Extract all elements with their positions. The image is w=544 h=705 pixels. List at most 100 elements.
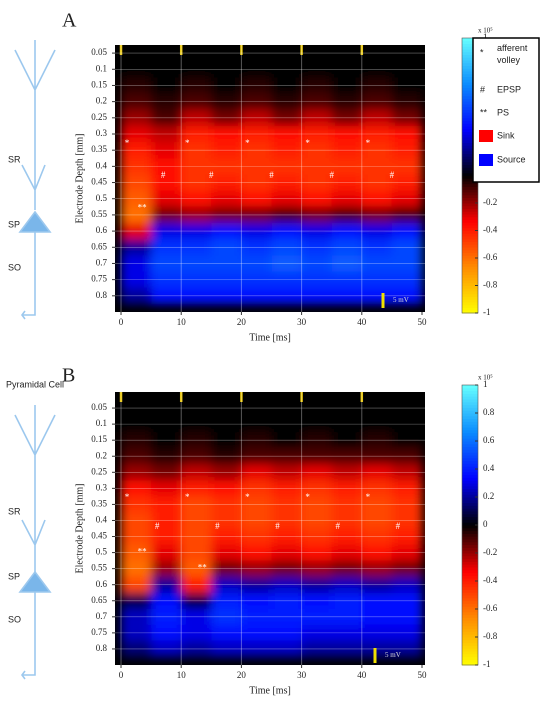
colorbar-segment <box>462 106 478 110</box>
heatmap-cell <box>331 480 363 497</box>
y-tick-label: 0.5 <box>96 547 108 557</box>
heatmap-cell <box>211 190 242 208</box>
heatmap-cell <box>331 400 363 417</box>
heatmap-cell <box>361 544 393 562</box>
annotation: * <box>185 138 190 148</box>
heatmap-cell <box>361 528 393 546</box>
colorbar-segment <box>462 516 478 520</box>
heatmap-cell <box>391 432 423 449</box>
heatmap-cell <box>181 608 212 626</box>
colorbar-segment <box>462 569 478 574</box>
colorbar-segment <box>462 589 478 593</box>
heatmap-cell <box>121 496 152 513</box>
colorbar-segment <box>462 117 478 121</box>
colorbar-segment <box>462 238 478 242</box>
heatmap-cell <box>151 93 182 111</box>
colorbar-segment <box>462 609 478 613</box>
annotation: * <box>305 138 310 148</box>
y-tick-label: 0.15 <box>91 434 107 444</box>
heatmap-cell <box>391 560 423 578</box>
heatmap-cell <box>121 592 152 610</box>
colorbar-segment <box>462 38 478 42</box>
heatmap-cell <box>301 608 333 626</box>
y-tick-label: 0.25 <box>91 466 107 476</box>
colorbar-segment <box>462 181 478 185</box>
heatmap-cell <box>181 45 212 62</box>
colorbar-segment <box>462 522 478 526</box>
heatmap-cell <box>211 576 242 594</box>
colorbar-segment <box>462 112 478 116</box>
heatmap-cell <box>361 448 393 465</box>
heatmap-cell <box>211 640 242 658</box>
heatmap-cell <box>391 464 423 481</box>
heatmap-cell <box>271 560 303 578</box>
colorbar-segment <box>462 194 478 198</box>
heatmap-cell <box>181 174 212 192</box>
y-tick-label: 0.05 <box>91 402 107 412</box>
heatmap-cell <box>271 608 303 626</box>
heatmap-cell <box>241 239 273 256</box>
colorbar-segment <box>462 553 478 557</box>
annotation: # <box>335 521 340 531</box>
legend-swatch <box>479 130 493 142</box>
heatmap-cell <box>211 61 242 78</box>
heatmap-cell <box>211 416 242 433</box>
colorbar-segment <box>462 469 478 473</box>
heatmap-cell <box>391 109 423 127</box>
colorbar-segment <box>462 648 478 652</box>
colorbar-segment <box>462 494 478 498</box>
legend-text: Source <box>497 154 526 164</box>
colorbar-segment <box>462 274 478 278</box>
heatmap-cell <box>301 592 333 610</box>
heatmap-cell <box>271 400 303 417</box>
y-axis-label: Electrode Depth [mm] <box>74 134 85 224</box>
heatmap-cell <box>181 576 212 594</box>
colorbar-tick-label: 0 <box>483 519 488 529</box>
heatmap-cell <box>271 93 303 111</box>
heatmap-cell <box>151 158 182 175</box>
heatmap-cell <box>271 624 303 642</box>
heatmap-cell <box>181 592 212 610</box>
colorbar-segment <box>462 623 478 627</box>
colorbar-segment <box>462 225 478 229</box>
colorbar-segment <box>462 252 478 256</box>
heatmap-cell <box>181 61 212 78</box>
heatmap-cell <box>121 223 152 240</box>
heatmap-cell <box>211 496 242 513</box>
heatmap-cell <box>331 125 363 143</box>
heatmap-cell <box>121 190 152 208</box>
heatmap-cell <box>151 608 182 626</box>
heatmap-cell <box>241 142 273 159</box>
heatmap-cell <box>331 206 363 224</box>
heatmap-cell <box>361 608 393 626</box>
colorbar-segment <box>462 441 478 445</box>
colorbar-segment <box>462 148 478 152</box>
heatmap-cell <box>181 512 212 529</box>
heatmap-cell <box>121 174 152 192</box>
colorbar-segment <box>462 547 478 551</box>
legend-swatch <box>479 154 493 166</box>
heatmap-cell <box>151 271 182 289</box>
heatmap-cell <box>391 158 423 175</box>
heatmap-cell <box>151 125 182 143</box>
colorbar-segment <box>462 488 478 492</box>
heatmap-cell <box>241 432 273 449</box>
colorbar-segment <box>462 208 478 212</box>
y-tick-label: 0.4 <box>96 160 108 170</box>
heatmap-cell <box>331 608 363 626</box>
colorbar-segment <box>462 639 478 644</box>
legend-symbol: # <box>480 84 485 94</box>
y-tick-label: 0.65 <box>91 595 107 605</box>
heatmap-cell <box>241 287 273 305</box>
colorbar-segment <box>462 466 478 470</box>
annotation: # <box>275 521 280 531</box>
heatmap-cell <box>361 496 393 513</box>
heatmap-cell <box>331 239 363 256</box>
colorbar-segment <box>462 170 478 174</box>
colorbar-segment <box>462 567 478 571</box>
heatmap-cell <box>241 576 273 594</box>
colorbar-segment <box>462 625 478 630</box>
heatmap-cell <box>271 190 303 208</box>
heatmap-cell <box>361 77 393 95</box>
heatmap-cell <box>301 624 333 642</box>
